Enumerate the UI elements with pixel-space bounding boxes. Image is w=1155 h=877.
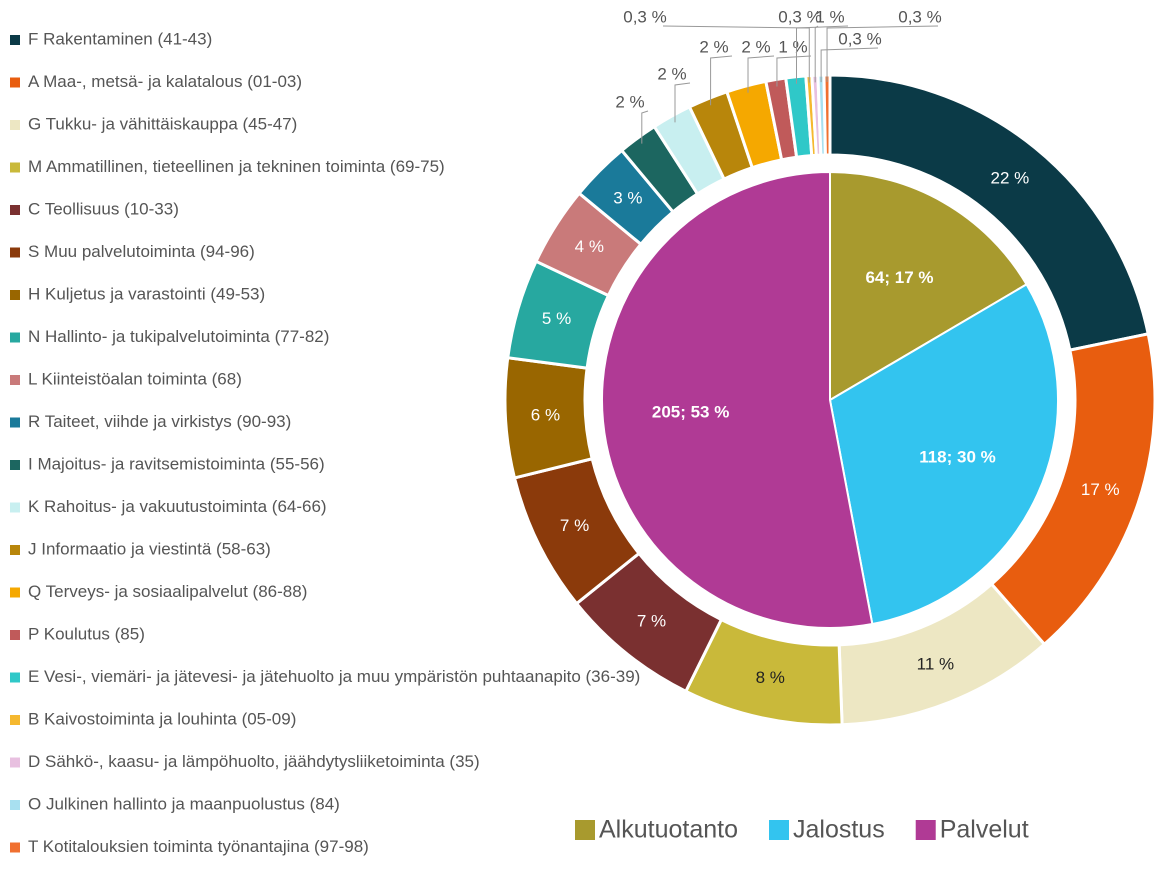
data-label: 205; 53 %	[652, 403, 730, 422]
data-label: 6 %	[531, 405, 560, 424]
data-label: 22 %	[990, 168, 1029, 187]
legend-swatch	[10, 800, 20, 810]
legend-label: B Kaivostoiminta ja louhinta (05-09)	[28, 709, 296, 728]
pie-slice	[829, 170, 1028, 402]
leader-line	[641, 110, 649, 144]
legend-label: O Julkinen hallinto ja maanpuolustus (84…	[28, 794, 340, 813]
legend-label: J Informaatio ja viestintä (58-63)	[28, 539, 271, 558]
data-label: 4 %	[575, 237, 604, 256]
legend-label: Palvelut	[940, 816, 1029, 844]
data-label: 118; 30 %	[919, 447, 996, 466]
legend-swatch	[10, 842, 20, 853]
data-label: 11 %	[917, 654, 955, 673]
legend-swatch	[10, 630, 20, 640]
legend-swatch	[10, 162, 20, 173]
data-label: 7 %	[637, 612, 666, 631]
legend-swatch	[10, 205, 20, 215]
legend-label: Jalostus	[793, 816, 885, 844]
data-label: 0,3 %	[778, 7, 821, 26]
legend-label: T Kotitalouksien toiminta työnantajina (…	[28, 837, 369, 856]
data-label: 7 %	[560, 516, 589, 535]
data-label: 0,3 %	[623, 7, 666, 26]
legend-swatch	[10, 332, 20, 343]
legend-swatch	[10, 35, 20, 45]
legend-label: G Tukku- ja vähittäiskauppa (45-47)	[28, 114, 297, 133]
leader-line	[776, 55, 812, 87]
data-label: 2 %	[741, 37, 770, 56]
legend-label: M Ammatillinen, tieteellinen ja tekninen…	[28, 157, 445, 176]
legend-swatch	[10, 77, 20, 88]
legend-label: Alkutuotanto	[599, 816, 738, 844]
legend-label: L Kiinteistöalan toiminta (68)	[28, 369, 242, 388]
pie-slice	[828, 283, 1059, 626]
legend-swatch	[10, 715, 20, 725]
legend-label: C Teollisuus (10-33)	[28, 199, 179, 218]
legend-label: N Hallinto- ja tukipalvelutoiminta (77-8…	[28, 327, 329, 346]
legend-swatch	[10, 587, 20, 598]
legend-swatch	[10, 672, 20, 683]
leader-line	[826, 25, 939, 83]
legend-swatch	[10, 417, 20, 428]
leader-line	[820, 47, 879, 83]
data-label: 1 %	[815, 7, 844, 26]
legend-swatch	[10, 757, 20, 768]
ring-segment	[822, 73, 832, 157]
legend-label: I Majoitus- ja ravitsemistoiminta (55-56…	[28, 454, 325, 473]
data-label: 17 %	[1081, 480, 1120, 499]
data-label: 0,3 %	[898, 7, 941, 26]
legend-label: P Koulutus (85)	[28, 624, 145, 643]
leader-line	[710, 55, 733, 106]
leader-line	[674, 82, 691, 123]
data-label: 8 %	[756, 668, 785, 687]
legend-label: S Muu palvelutoiminta (94-96)	[28, 242, 255, 261]
leader-line	[747, 55, 775, 93]
leader-line	[814, 25, 819, 83]
data-label: 5 %	[542, 309, 571, 328]
legend-swatch	[10, 502, 20, 513]
legend-swatch	[575, 820, 595, 840]
legend-label: D Sähkö-, kaasu- ja lämpöhuolto, jäähdyt…	[28, 752, 480, 771]
legend-swatch	[10, 247, 20, 258]
legend-label: Q Terveys- ja sosiaalipalvelut (86-88)	[28, 582, 307, 601]
leader-line	[662, 25, 810, 83]
legend-label: E Vesi-, viemäri- ja jätevesi- ja jätehu…	[28, 667, 640, 686]
legend-label: F Rakentaminen (41-43)	[28, 29, 212, 48]
data-label: 3 %	[613, 189, 642, 208]
data-label: 2 %	[657, 64, 686, 83]
data-label: 2 %	[615, 92, 644, 111]
legend-label: K Rahoitus- ja vakuutustoiminta (64-66)	[28, 497, 327, 516]
data-label: 2 %	[699, 37, 728, 56]
legend-swatch	[10, 120, 20, 130]
legend-label: A Maa-, metsä- ja kalatalous (01-03)	[28, 72, 302, 91]
legend-swatch	[10, 460, 20, 470]
legend-swatch	[10, 545, 20, 555]
pie-slice	[601, 170, 874, 629]
data-label: 1 %	[778, 37, 807, 56]
legend-label: R Taiteet, viihde ja virkistys (90-93)	[28, 412, 291, 431]
data-label: 64; 17 %	[865, 268, 933, 287]
legend-swatch	[10, 375, 20, 385]
legend-swatch	[769, 820, 789, 840]
legend-label: H Kuljetus ja varastointi (49-53)	[28, 284, 265, 303]
legend-swatch	[915, 820, 936, 840]
legend-swatch	[10, 290, 20, 300]
data-label: 0,3 %	[838, 29, 881, 48]
